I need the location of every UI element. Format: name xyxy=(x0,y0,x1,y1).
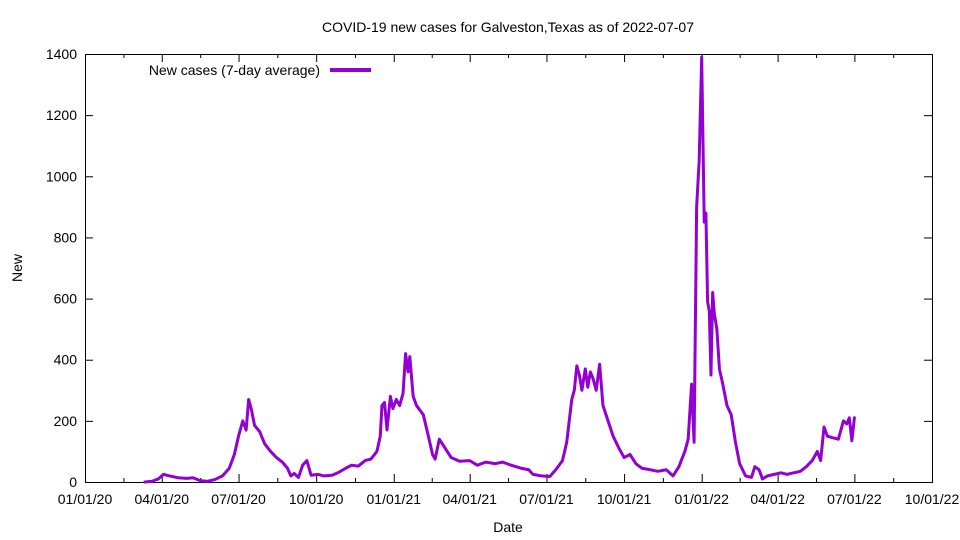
x-tick-label: 04/01/21 xyxy=(442,491,497,507)
y-tick-label: 400 xyxy=(54,352,78,368)
x-tick-label: 10/01/21 xyxy=(597,491,652,507)
x-axis-label: Date xyxy=(493,519,523,535)
y-tick-label: 0 xyxy=(69,474,77,490)
x-tick-label: 07/01/20 xyxy=(211,491,266,507)
y-tick-label: 200 xyxy=(54,413,78,429)
series-layer xyxy=(143,55,856,484)
y-tick-label: 1200 xyxy=(46,107,77,123)
plot-frame xyxy=(85,54,933,483)
x-tick-label: 07/01/21 xyxy=(519,491,574,507)
y-tick-label: 1400 xyxy=(46,46,77,62)
legend-label: New cases (7-day average) xyxy=(149,62,320,78)
x-tick-label: 01/01/22 xyxy=(674,491,729,507)
chart-title: COVID-19 new cases for Galveston,Texas a… xyxy=(322,19,694,35)
x-tick-label: 04/01/20 xyxy=(135,491,190,507)
x-tick-label: 01/01/20 xyxy=(58,491,113,507)
legend: New cases (7-day average) xyxy=(149,62,371,78)
x-tick-label: 04/01/22 xyxy=(750,491,805,507)
x-tick-label: 10/01/22 xyxy=(905,491,960,507)
x-tick-label: 01/01/21 xyxy=(367,491,422,507)
axis-tick-labels: 0 200 400 600 800 1000 1200 1400 01/01/20 04/01/2… xyxy=(46,46,960,507)
axis-ticks xyxy=(85,54,933,483)
x-tick-label: 10/01/20 xyxy=(289,491,344,507)
y-tick-label: 1000 xyxy=(46,168,77,184)
y-tick-label: 600 xyxy=(54,291,78,307)
x-tick-label: 07/01/22 xyxy=(827,491,882,507)
y-axis-label: New xyxy=(9,253,25,282)
series-line xyxy=(143,55,856,484)
y-tick-label: 800 xyxy=(54,229,78,245)
